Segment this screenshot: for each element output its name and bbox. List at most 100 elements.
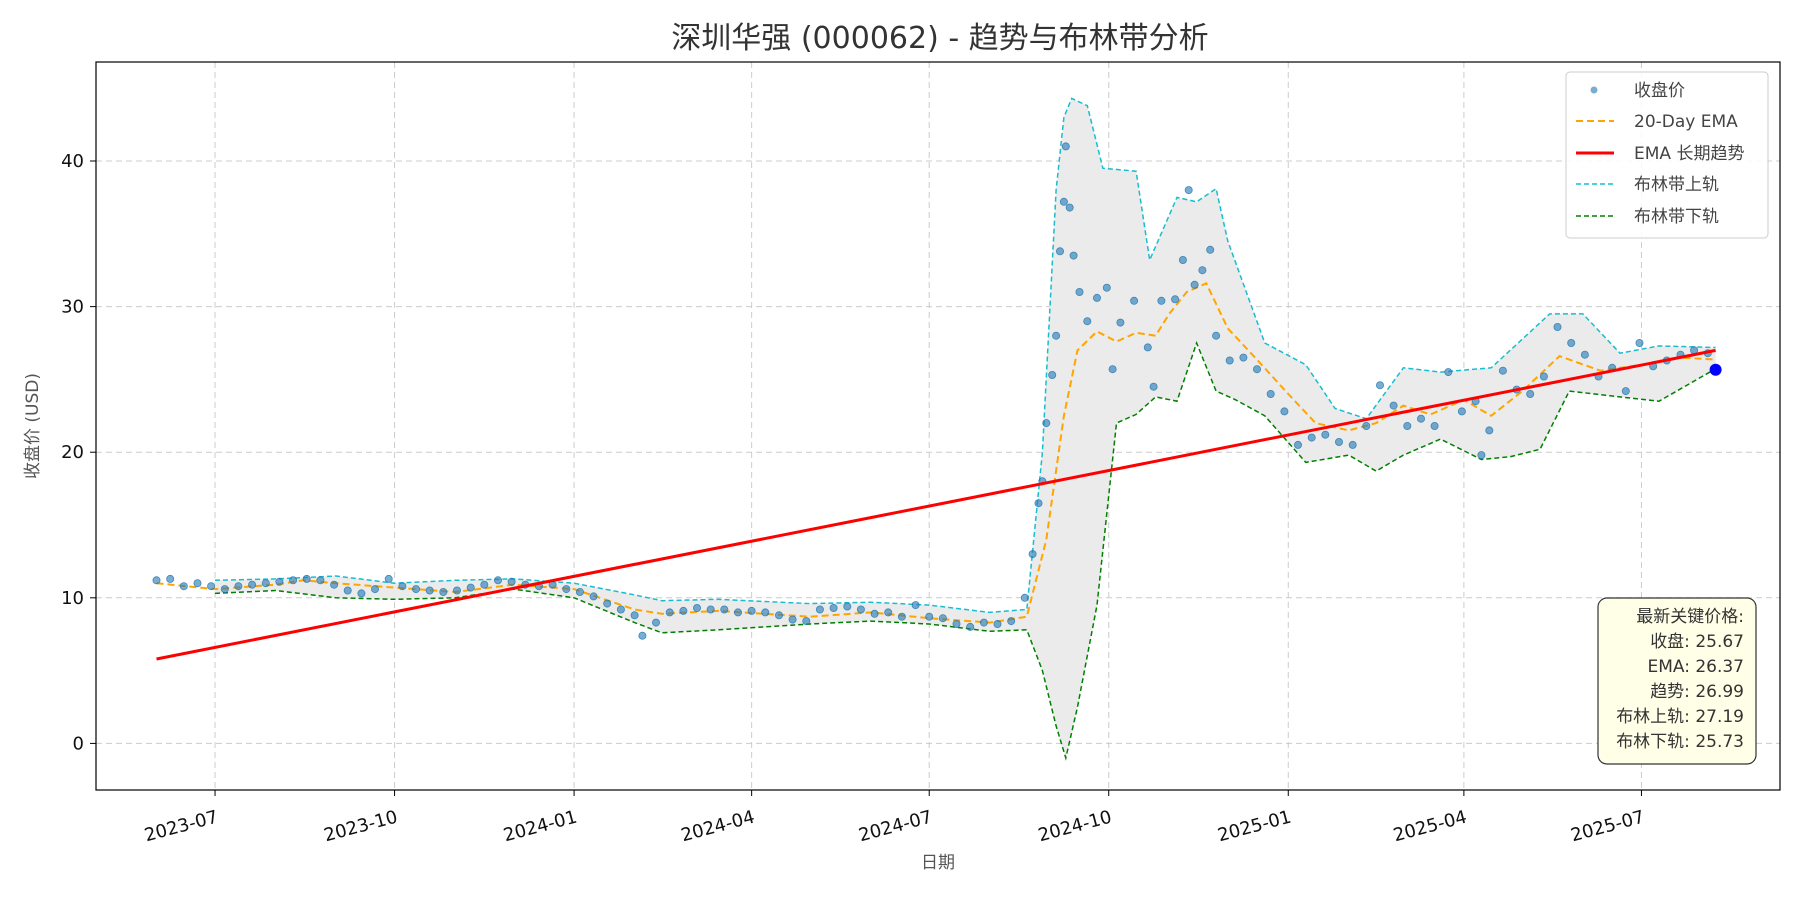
price-point [562,585,571,594]
legend: 收盘价 20-Day EMA EMA 长期趋势 布林带上轨 布林带下轨 [1565,71,1769,239]
price-point [966,622,975,631]
price-point [652,618,661,627]
price-point [1321,430,1330,439]
x-tick-label: 2024-04 [679,807,757,847]
x-tick-label: 2025-07 [1569,807,1647,847]
info-upper: 布林上轨: 27.19 [1616,707,1744,727]
price-point [911,601,920,610]
price-point [1225,356,1234,365]
series-line-trend [156,348,1716,661]
price-point [761,608,770,617]
price-point [1580,350,1589,359]
series-layer [152,97,1722,761]
latest-price-point [1709,363,1722,376]
price-point [1034,499,1043,508]
x-tick-label: 2024-07 [856,807,934,847]
legend-label-price: 收盘价 [1634,81,1685,101]
price-point [1485,426,1494,435]
price-point [952,620,961,629]
price-point [706,605,715,614]
price-point [1020,593,1029,602]
price-point [1059,197,1068,206]
info-ema: EMA: 26.37 [1647,657,1744,677]
price-point [1335,437,1344,446]
price-point [1052,331,1061,340]
price-point [1457,407,1466,416]
price-point [1477,451,1486,460]
price-point [1028,550,1037,559]
price-point [638,631,647,640]
price-point [925,612,934,621]
price-point [1280,407,1289,416]
price-point [665,608,674,617]
price-point [1444,368,1453,377]
price-point [1157,296,1166,305]
price-point [275,577,284,586]
price-point [507,577,516,586]
price-point [166,574,175,583]
price-point [1294,440,1303,449]
legend-box [1565,71,1769,239]
price-point [1061,142,1070,151]
info-box: 最新关键价格: 收盘: 25.67 EMA: 26.37 趋势: 26.99 布… [1597,597,1757,765]
x-axis-label: 日期 [921,853,955,873]
y-axis-ticks: 0 10 20 30 40 [61,151,96,754]
legend-label-trend: EMA 长期趋势 [1634,144,1744,164]
info-trend: 趋势: 26.99 [1650,682,1744,702]
x-axis-ticks: 2023-07 2023-10 2024-01 2024-04 2024-07 2024-… [142,790,1647,846]
price-point [493,576,502,585]
price-point [1075,287,1084,296]
price-point [1056,247,1065,256]
price-point [747,606,756,615]
x-tick-label: 2025-01 [1215,807,1293,847]
legend-label-upper: 布林带上轨 [1634,175,1719,195]
price-point [480,580,489,589]
price-point [1253,365,1262,374]
chart-title: 深圳华强 (000062) - 趋势与布林带分析 [671,21,1208,56]
price-point [179,582,188,591]
price-point [1430,421,1439,430]
price-point [1149,382,1158,391]
series-line-upper-band [214,97,1716,614]
x-tick-label: 2024-01 [501,807,579,847]
price-point [1307,433,1316,442]
price-point [466,583,475,592]
y-tick-label: 30 [61,297,84,318]
price-point [1539,372,1548,381]
price-point [220,585,229,594]
price-point [1266,389,1275,398]
price-point [1206,245,1215,254]
price-point [720,605,729,614]
price-point [897,612,906,621]
price-point [1007,617,1016,626]
price-point [207,582,216,591]
price-point [1498,366,1507,375]
price-point [1116,318,1125,327]
price-point [1348,440,1357,449]
price-point [1198,266,1207,275]
y-tick-label: 40 [61,151,84,172]
y-tick-label: 10 [61,588,84,609]
x-tick-label: 2023-07 [142,807,220,847]
price-point [1042,419,1051,428]
price-point [1389,401,1398,410]
price-point [1083,317,1092,326]
price-point [938,614,947,623]
price-point [679,606,688,615]
price-point [603,599,612,608]
price-point [884,608,893,617]
price-point [616,605,625,614]
price-point [152,576,161,585]
price-point [788,615,797,624]
price-point [630,611,639,620]
info-box-frame [1597,597,1757,765]
x-tick-label: 2023-10 [322,807,400,847]
price-point [1403,421,1412,430]
price-point [343,586,352,595]
price-point [802,617,811,626]
price-point [1143,343,1152,352]
price-point [411,585,420,594]
x-tick-label: 2024-10 [1036,807,1114,847]
price-point [370,585,379,594]
price-point [870,609,879,618]
